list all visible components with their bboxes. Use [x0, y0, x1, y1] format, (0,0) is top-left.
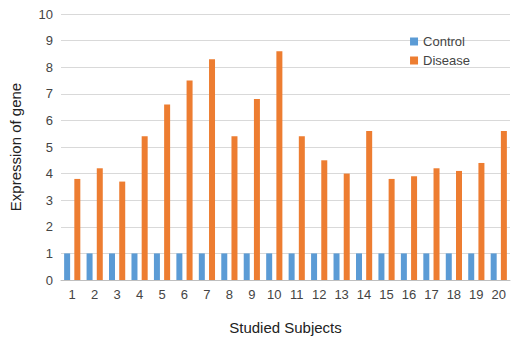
svg-text:9: 9 — [46, 33, 53, 48]
svg-text:3: 3 — [46, 193, 53, 208]
svg-text:Control: Control — [423, 34, 465, 49]
svg-text:6: 6 — [181, 287, 188, 302]
svg-text:9: 9 — [248, 287, 255, 302]
svg-text:14: 14 — [357, 287, 371, 302]
svg-text:8: 8 — [46, 60, 53, 75]
svg-text:2: 2 — [91, 287, 98, 302]
svg-text:13: 13 — [334, 287, 348, 302]
svg-text:7: 7 — [203, 287, 210, 302]
svg-text:6: 6 — [46, 113, 53, 128]
svg-text:1: 1 — [69, 287, 76, 302]
svg-text:Studied Subjects: Studied Subjects — [229, 319, 342, 336]
svg-text:10: 10 — [267, 287, 281, 302]
svg-text:15: 15 — [379, 287, 393, 302]
svg-text:7: 7 — [46, 86, 53, 101]
svg-text:5: 5 — [158, 287, 165, 302]
svg-text:1: 1 — [46, 246, 53, 261]
svg-text:19: 19 — [469, 287, 483, 302]
svg-text:17: 17 — [424, 287, 438, 302]
svg-text:8: 8 — [226, 287, 233, 302]
svg-text:4: 4 — [136, 287, 143, 302]
svg-text:Disease: Disease — [423, 53, 470, 68]
svg-text:16: 16 — [402, 287, 416, 302]
svg-text:0: 0 — [46, 273, 53, 288]
svg-text:2: 2 — [46, 219, 53, 234]
svg-text:10: 10 — [39, 7, 53, 22]
svg-text:18: 18 — [447, 287, 461, 302]
svg-text:Expression of gene: Expression of gene — [7, 83, 24, 211]
svg-text:5: 5 — [46, 140, 53, 155]
svg-text:4: 4 — [46, 166, 53, 181]
svg-text:3: 3 — [114, 287, 121, 302]
svg-text:12: 12 — [312, 287, 326, 302]
svg-text:11: 11 — [290, 287, 304, 302]
svg-text:20: 20 — [492, 287, 506, 302]
